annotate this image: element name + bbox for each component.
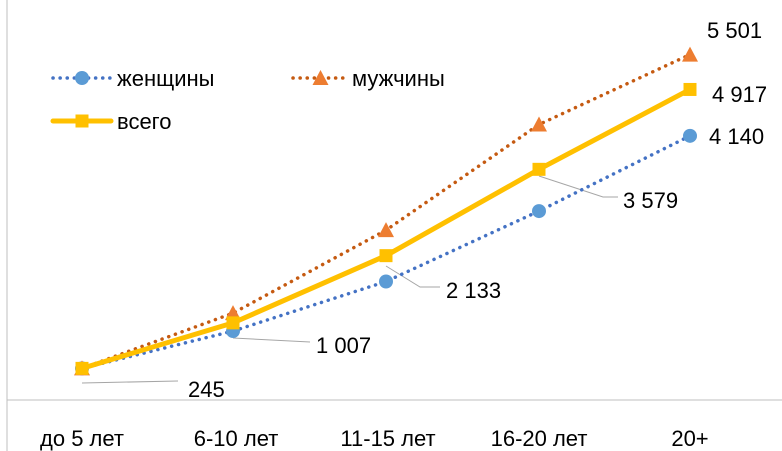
legend-label: всего (117, 109, 171, 134)
leader-line (81, 380, 179, 384)
series-line (80, 52, 692, 371)
x-tick-label: 6-10 лет (194, 426, 279, 451)
data-point (682, 46, 698, 62)
data-point (226, 316, 240, 330)
data-label: 1 007 (316, 333, 371, 358)
x-tick-label: 16-20 лет (491, 426, 588, 451)
x-tick-label: до 5 лет (40, 426, 124, 451)
data-point (531, 116, 547, 132)
legend-marker (312, 70, 329, 85)
series-line (80, 134, 692, 371)
leader-lines (81, 175, 618, 384)
data-label: 5 501 (707, 18, 762, 43)
data-point (379, 274, 393, 289)
data-label: 245 (188, 377, 225, 402)
leader-line (538, 175, 618, 198)
legend: женщины мужчины всего (50, 66, 445, 134)
series-мужчины (74, 46, 698, 376)
data-point (532, 162, 546, 176)
x-tick-labels: до 5 лет 6-10 лет 11-15 лет 16-20 лет 20+ (40, 426, 709, 451)
data-point (379, 249, 393, 263)
leader-line (385, 265, 440, 288)
data-label: 4 917 (712, 82, 767, 107)
data-label: 3 579 (623, 188, 678, 213)
legend-item-мужчины: мужчины (291, 66, 445, 91)
legend-label: женщины (117, 66, 214, 91)
data-point (75, 361, 89, 375)
data-point (532, 204, 546, 219)
legend-label: мужчины (352, 66, 445, 91)
data-point (683, 82, 697, 96)
series-женщины (75, 128, 697, 376)
series-всего (75, 82, 697, 375)
data-label: 2 133 (446, 278, 501, 303)
leader-line (232, 337, 311, 343)
data-label: 4 140 (709, 124, 764, 149)
legend-marker (75, 114, 89, 128)
legend-marker (75, 71, 89, 85)
legend-item-женщины: женщины (51, 66, 214, 91)
x-tick-label: 11-15 лет (340, 426, 435, 451)
series-layer (74, 46, 698, 376)
x-tick-label: 20+ (671, 426, 708, 451)
data-labels: 245 1 007 2 133 3 579 4 917 5 501 4 140 (188, 18, 767, 402)
data-point (683, 128, 697, 143)
data-point (378, 222, 394, 238)
legend-item-всего: всего (50, 109, 171, 134)
